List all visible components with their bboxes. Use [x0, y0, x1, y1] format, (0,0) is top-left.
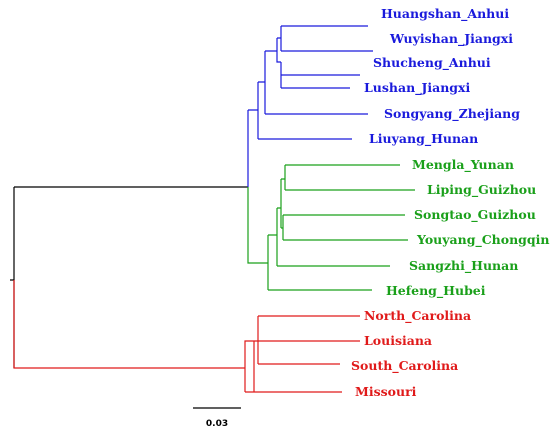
- blue-clade-labels: Huangshan_Anhui Wuyishan_Jiangxi Shuchen…: [364, 6, 520, 147]
- leaf-label-sangzhi: Sangzhi_Hunan: [409, 258, 518, 274]
- leaf-label-songyang: Songyang_Zhejiang: [384, 106, 520, 122]
- leaf-label-shucheng: Shucheng_Anhui: [373, 55, 491, 71]
- root-branch: [10, 186, 248, 368]
- scale-bar: 0.03: [193, 407, 241, 429]
- blue-clade-branches: [247, 25, 373, 187]
- leaf-label-south-carolina: South_Carolina: [351, 358, 458, 374]
- leaf-label-liuyang: Liuyang_Hunan: [369, 131, 478, 147]
- leaf-label-huangshan: Huangshan_Anhui: [381, 6, 509, 22]
- green-clade-branches: [247, 164, 415, 291]
- red-clade-labels: North_Carolina Louisiana South_Carolina …: [351, 308, 471, 399]
- leaf-label-north-carolina: North_Carolina: [364, 308, 471, 324]
- leaf-label-mengla: Mengla_Yunan: [412, 157, 514, 173]
- leaf-label-wuyishan: Wuyishan_Jiangxi: [389, 31, 513, 47]
- leaf-label-liping: Liping_Guizhou: [427, 182, 536, 198]
- leaf-label-hefeng: Hefeng_Hubei: [386, 283, 486, 299]
- scale-bar-label: 0.03: [206, 419, 228, 429]
- leaf-label-louisiana: Louisiana: [364, 333, 432, 348]
- leaf-label-missouri: Missouri: [355, 384, 417, 399]
- red-clade-branches: [13, 280, 360, 393]
- tree-branches: [10, 25, 415, 393]
- leaf-label-youyang: Youyang_Chongqing: [416, 232, 550, 248]
- green-clade-labels: Mengla_Yunan Liping_Guizhou Songtao_Guiz…: [386, 157, 550, 299]
- leaf-label-lushan: Lushan_Jiangxi: [364, 80, 470, 96]
- leaf-label-songtao: Songtao_Guizhou: [414, 207, 536, 223]
